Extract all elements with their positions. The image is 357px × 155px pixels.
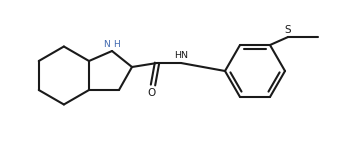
Text: S: S bbox=[285, 25, 291, 35]
Text: HN: HN bbox=[174, 51, 188, 60]
Text: O: O bbox=[148, 88, 156, 98]
Text: H: H bbox=[113, 40, 120, 49]
Text: N: N bbox=[103, 40, 110, 49]
